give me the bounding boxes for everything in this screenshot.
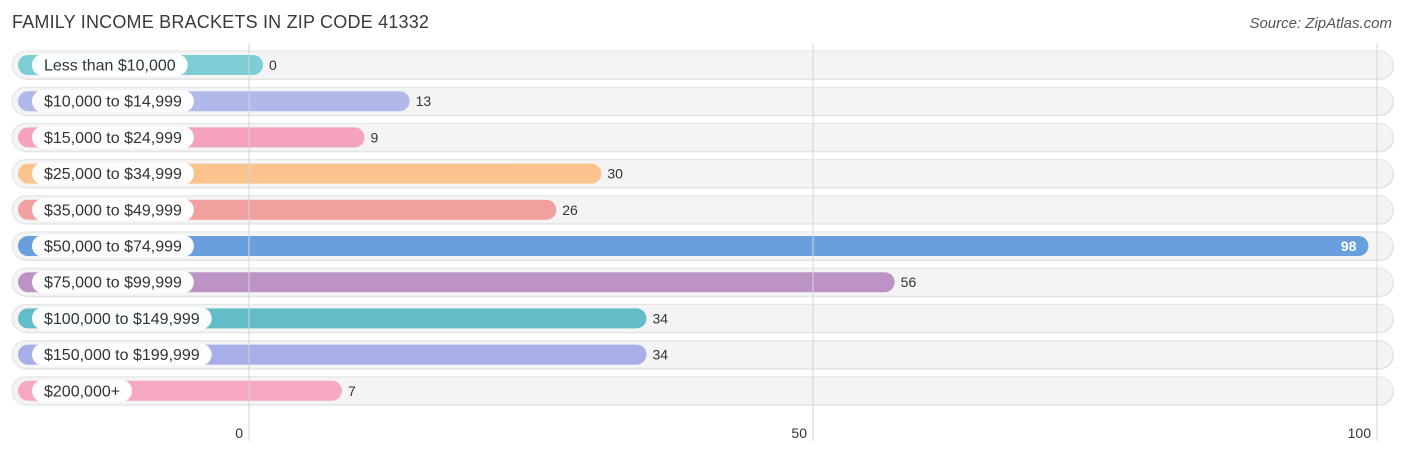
tick-label: 0 (235, 425, 243, 441)
chart-title: FAMILY INCOME BRACKETS IN ZIP CODE 41332 (12, 12, 430, 32)
value-label: 98 (1341, 238, 1357, 254)
category-label-pill (32, 198, 194, 221)
grid-lines (248, 43, 1378, 441)
category-label: $15,000 to $24,999 (44, 130, 182, 147)
bar-row: $35,000 to $49,999 26 (11, 195, 1394, 225)
value-label: 13 (416, 93, 432, 109)
category-label-pill (32, 307, 212, 330)
category-label-pill (32, 235, 194, 257)
bar (18, 236, 1369, 256)
category-label-pill (32, 126, 194, 149)
category-label: $25,000 to $34,999 (44, 166, 182, 183)
value-label: 26 (562, 202, 578, 218)
tick-label: 50 (791, 425, 807, 441)
bar-row: $200,000+ 7 (11, 376, 1394, 406)
category-label-pill (32, 343, 212, 366)
category-label: $75,000 to $99,999 (44, 275, 182, 292)
value-label: 56 (901, 274, 917, 290)
row-track (11, 50, 1394, 80)
category-label-pill (32, 271, 194, 294)
category-label: $100,000 to $149,999 (44, 311, 200, 328)
row-track (11, 376, 1394, 406)
tick-label: 100 (1348, 425, 1372, 441)
category-label: $10,000 to $14,999 (44, 94, 182, 111)
value-label: 7 (348, 383, 356, 399)
bar-row: $150,000 to $199,999 34 (11, 340, 1394, 370)
value-label: 34 (653, 347, 669, 363)
category-label: Less than $10,000 (44, 58, 176, 75)
bar-row: $25,000 to $34,999 30 (11, 159, 1394, 189)
value-label: 9 (371, 129, 379, 145)
category-label: $200,000+ (44, 383, 120, 400)
value-label: 30 (607, 166, 623, 182)
x-axis-ticks: 0 50 100 (235, 425, 1371, 441)
bar-row: $10,000 to $14,999 13 (11, 86, 1394, 117)
value-label: 34 (653, 310, 669, 326)
category-label: $35,000 to $49,999 (44, 202, 182, 219)
bar-row: $75,000 to $99,999 56 (11, 267, 1394, 298)
category-label-pill (32, 162, 194, 185)
value-label: 0 (269, 57, 277, 73)
bar (18, 272, 895, 293)
category-label: $150,000 to $199,999 (44, 347, 200, 364)
source-credit: Source: ZipAtlas.com (1249, 15, 1392, 32)
category-label-pill (32, 54, 188, 76)
bar-row: $100,000 to $149,999 34 (11, 303, 1394, 334)
category-label-pill (32, 90, 194, 113)
category-label-pill (32, 379, 133, 402)
bar-rows: Less than $10,000 0$10,000 to $14,999 13$1… (11, 50, 1394, 406)
category-label: $50,000 to $74,999 (44, 239, 182, 256)
bar-row: $50,000 to $74,999 98 (11, 231, 1394, 261)
bar-row: $15,000 to $24,999 9 (11, 122, 1394, 153)
bar-row: Less than $10,000 0 (11, 50, 1394, 80)
